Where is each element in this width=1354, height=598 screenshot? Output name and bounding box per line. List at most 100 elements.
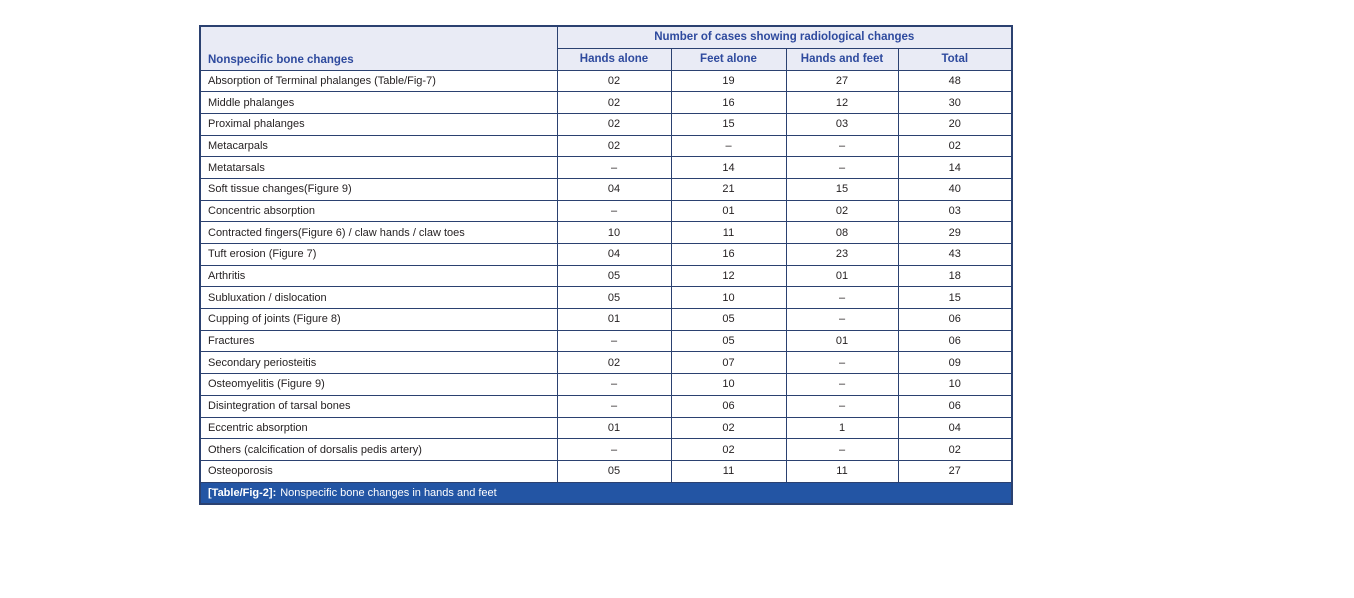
row-label: Metacarpals bbox=[199, 134, 558, 158]
table-row: Contracted fingers(Figure 6) / claw hand… bbox=[199, 221, 1013, 244]
table-row: Secondary periosteitis 02 07–09 bbox=[199, 351, 1013, 375]
row-value: – bbox=[785, 394, 899, 418]
row-value: 16 bbox=[670, 243, 787, 266]
row-value: – bbox=[785, 351, 899, 375]
table-header: Nonspecific bone changes Number of cases… bbox=[199, 25, 1013, 71]
row-value: 06 bbox=[897, 308, 1013, 331]
row-value: 01 bbox=[785, 329, 899, 353]
row-label: Osteoporosis bbox=[199, 459, 558, 483]
row-value: 02 bbox=[556, 91, 672, 114]
row-value: 15 bbox=[897, 286, 1013, 310]
row-value: 02 bbox=[897, 134, 1013, 158]
row-value: – bbox=[556, 156, 672, 179]
table-row: Concentric absorption –01 02 03 bbox=[199, 199, 1013, 223]
table-row: Middle phalanges 02 16 12 30 bbox=[199, 91, 1013, 114]
row-label: Proximal phalanges bbox=[199, 112, 558, 136]
column-header-row: Hands alone Feet alone Hands and feet To… bbox=[200, 47, 1013, 71]
row-value: 08 bbox=[785, 221, 899, 244]
radiological-changes-table: Nonspecific bone changes Number of cases… bbox=[199, 25, 1014, 506]
row-label: Others (calcification of dorsalis pedis … bbox=[199, 438, 558, 461]
row-value: – bbox=[556, 373, 672, 396]
table-footer: [Table/Fig-2]: Nonspecific bone changes i… bbox=[199, 481, 1013, 505]
row-value: 21 bbox=[670, 177, 787, 201]
table-row: Arthritis 05 12 01 18 bbox=[199, 264, 1013, 288]
row-label: Contracted fingers(Figure 6) / claw hand… bbox=[199, 221, 558, 244]
row-value: 09 bbox=[897, 351, 1013, 375]
row-label: Fractures bbox=[199, 329, 558, 353]
row-value: 18 bbox=[897, 264, 1013, 288]
row-value: 40 bbox=[897, 177, 1013, 201]
row-value: 10 bbox=[897, 373, 1013, 396]
row-value: 14 bbox=[897, 156, 1013, 179]
row-value: 15 bbox=[670, 112, 787, 136]
row-value: 27 bbox=[897, 459, 1013, 483]
column-header-hands-and-feet: Hands and feet bbox=[785, 47, 899, 71]
row-value: 10 bbox=[670, 373, 787, 396]
table-row: Fractures –05 01 06 bbox=[199, 329, 1013, 353]
row-value: 06 bbox=[897, 394, 1013, 418]
table-row: Proximal phalanges 02 15 03 20 bbox=[199, 112, 1013, 136]
table-row: Metatarsals –14–14 bbox=[199, 156, 1013, 179]
row-value: 05 bbox=[556, 264, 672, 288]
row-value: 02 bbox=[556, 351, 672, 375]
row-value: – bbox=[556, 199, 672, 223]
row-value: 01 bbox=[670, 199, 787, 223]
row-label: Middle phalanges bbox=[199, 91, 558, 114]
row-value: 02 bbox=[670, 438, 787, 461]
row-value: 05 bbox=[556, 286, 672, 310]
row-value: 11 bbox=[670, 221, 787, 244]
row-label: Concentric absorption bbox=[199, 199, 558, 223]
group-header-row: Nonspecific bone changes Number of cases… bbox=[199, 25, 1013, 71]
row-value: 30 bbox=[897, 91, 1013, 114]
column-header-hands-alone: Hands alone bbox=[556, 47, 672, 71]
group-column-header: Number of cases showing radiological cha… bbox=[556, 25, 1013, 49]
row-value: 02 bbox=[785, 199, 899, 223]
table-caption: [Table/Fig-2]: Nonspecific bone changes i… bbox=[199, 481, 1013, 505]
row-label: Eccentric absorption bbox=[199, 416, 558, 440]
row-value: 02 bbox=[556, 69, 672, 93]
column-header-feet-alone: Feet alone bbox=[670, 47, 787, 71]
row-value: 01 bbox=[556, 416, 672, 440]
table-row: Others (calcification of dorsalis pedis … bbox=[199, 438, 1013, 461]
table-row: Tuft erosion (Figure 7) 04 16 23 43 bbox=[199, 243, 1013, 266]
row-value: 04 bbox=[556, 243, 672, 266]
row-value: 11 bbox=[785, 459, 899, 483]
row-value: 05 bbox=[556, 459, 672, 483]
row-value: 05 bbox=[670, 308, 787, 331]
row-value: 06 bbox=[670, 394, 787, 418]
row-value: 12 bbox=[670, 264, 787, 288]
table-row: Osteomyelitis (Figure 9) –10–10 bbox=[199, 373, 1013, 396]
row-value: 1 bbox=[785, 416, 899, 440]
column-header-total: Total bbox=[897, 47, 1013, 71]
row-value: – bbox=[556, 438, 672, 461]
row-value: 01 bbox=[785, 264, 899, 288]
row-value: 27 bbox=[785, 69, 899, 93]
table-row: Osteoporosis 05 11 11 27 bbox=[199, 459, 1013, 483]
table-row: Disintegration of tarsal bones –06–06 bbox=[199, 394, 1013, 418]
row-value: 02 bbox=[897, 438, 1013, 461]
row-value: – bbox=[556, 394, 672, 418]
caption-row: [Table/Fig-2]: Nonspecific bone changes i… bbox=[199, 481, 1013, 505]
caption-text: Nonspecific bone changes in hands and fe… bbox=[280, 486, 497, 499]
row-value: 05 bbox=[670, 329, 787, 353]
row-value: 16 bbox=[670, 91, 787, 114]
row-value: 04 bbox=[556, 177, 672, 201]
row-value: 12 bbox=[785, 91, 899, 114]
row-label: Secondary periosteitis bbox=[199, 351, 558, 375]
row-value: 10 bbox=[670, 286, 787, 310]
data-table: Nonspecific bone changes Number of cases… bbox=[199, 25, 1014, 506]
row-label: Subluxation / dislocation bbox=[199, 286, 558, 310]
row-label: Disintegration of tarsal bones bbox=[199, 394, 558, 418]
row-value: 04 bbox=[897, 416, 1013, 440]
row-value: 11 bbox=[670, 459, 787, 483]
row-value: 15 bbox=[785, 177, 899, 201]
row-label: Soft tissue changes(Figure 9) bbox=[199, 177, 558, 201]
table-row: Metacarpals 02– –02 bbox=[199, 134, 1013, 158]
row-value: 29 bbox=[897, 221, 1013, 244]
row-value: – bbox=[785, 438, 899, 461]
row-value: 19 bbox=[670, 69, 787, 93]
row-value: 20 bbox=[897, 112, 1013, 136]
table-row: Absorption of Terminal phalanges (Table/… bbox=[199, 69, 1013, 93]
row-value: 02 bbox=[556, 134, 672, 158]
row-value: – bbox=[785, 134, 899, 158]
